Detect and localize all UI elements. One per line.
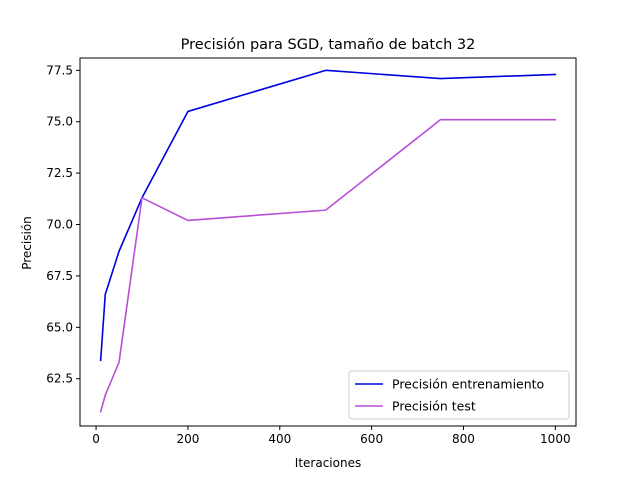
- y-tick-label: 77.5: [46, 63, 73, 77]
- y-axis-label: Precisión: [20, 216, 34, 270]
- x-tick-label: 0: [92, 432, 100, 446]
- y-tick-label: 75.0: [46, 115, 73, 129]
- legend-label: Precisión entrenamiento: [392, 377, 544, 392]
- series-line-train: [99, 69, 557, 362]
- y-tick-label: 72.5: [46, 166, 73, 180]
- x-tick-label: 400: [268, 432, 291, 446]
- x-tick-label: 600: [360, 432, 383, 446]
- x-tick-label: 1000: [540, 432, 571, 446]
- y-tick-label: 62.5: [46, 372, 73, 386]
- y-tick-label: 70.0: [46, 218, 73, 232]
- plot-area: 0 200 400 600 800 1000 62.5 65.0 67.5 70.0 72.5 75.…: [46, 57, 577, 446]
- legend-box: [348, 370, 570, 420]
- x-tick-label: 800: [452, 432, 475, 446]
- y-tick-label: 65.0: [46, 320, 73, 334]
- x-axis-label: Iteraciones: [295, 456, 361, 470]
- legend: Precisión entrenamiento Precisión test: [348, 370, 570, 420]
- chart-title: Precisión para SGD, tamaño de batch 32: [181, 37, 476, 53]
- plot-frame: [79, 57, 577, 427]
- series-line-test: [99, 118, 557, 413]
- y-tick-label: 67.5: [46, 269, 73, 283]
- legend-label: Precisión test: [392, 399, 476, 414]
- x-tick-label: 200: [176, 432, 199, 446]
